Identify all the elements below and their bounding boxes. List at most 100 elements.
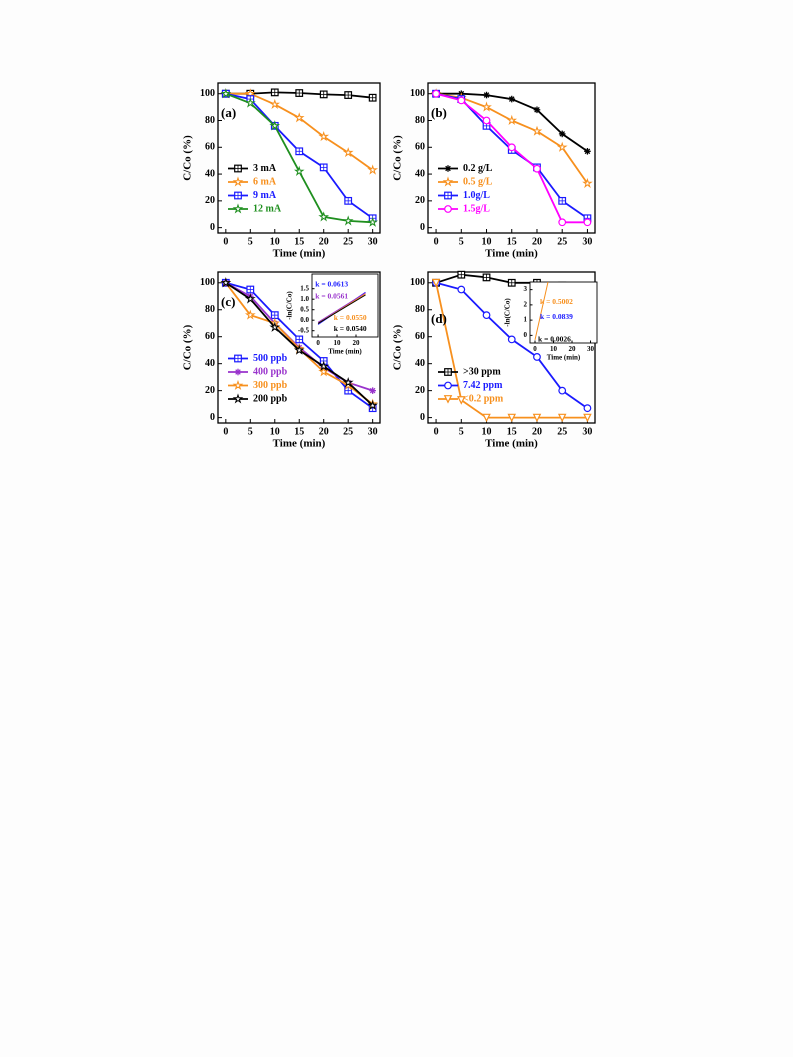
x-tick-label: 10 — [482, 426, 492, 437]
x-tick-label: 30 — [587, 345, 595, 353]
y-tick-label: 100 — [410, 88, 425, 99]
marker-part — [432, 89, 440, 98]
y-tick-label: 40 — [415, 358, 425, 369]
marker-part — [431, 278, 441, 288]
marker — [269, 98, 281, 109]
marker — [507, 413, 517, 423]
marker-part — [507, 143, 516, 152]
marker — [232, 203, 244, 214]
y-tick-label: 100 — [410, 277, 425, 288]
marker-part — [482, 311, 491, 320]
marker — [295, 335, 304, 344]
y-tick-label: -0.5 — [298, 326, 310, 334]
y-axis-label: C/Co (%) — [392, 324, 404, 370]
y-axis-label: C/Co (%) — [182, 135, 194, 181]
marker — [232, 393, 244, 404]
marker-part — [232, 379, 244, 391]
marker — [369, 387, 376, 394]
marker — [270, 88, 279, 97]
panel-label: (c) — [221, 294, 235, 309]
marker — [558, 130, 566, 138]
x-axis-label: Time (min) — [328, 347, 362, 355]
legend-label: <0.2 ppm — [463, 393, 504, 404]
marker-part — [269, 98, 281, 109]
marker-part — [293, 344, 305, 355]
x-tick-label: 0 — [316, 339, 320, 347]
marker — [507, 335, 516, 344]
marker — [483, 91, 490, 99]
marker — [342, 376, 354, 388]
marker — [443, 395, 453, 404]
marker — [232, 379, 244, 391]
legend-label: 0.5 g/L — [463, 176, 493, 187]
marker-part — [342, 379, 354, 390]
x-tick-label: 30 — [582, 426, 592, 437]
legend-label: 1.5g/L — [463, 203, 490, 214]
plot-frame — [217, 82, 381, 234]
y-tick-label: 40 — [205, 168, 215, 179]
y-tick-label: 0.0 — [300, 316, 309, 324]
marker-part — [318, 360, 330, 371]
marker-part — [531, 125, 543, 136]
y-tick-label: 40 — [415, 168, 425, 179]
y-tick-label: 80 — [415, 304, 425, 315]
marker-part — [367, 216, 378, 227]
marker-part — [244, 97, 256, 108]
legend-label: 3 mA — [253, 163, 277, 174]
marker-part — [342, 215, 354, 226]
marker-part — [583, 413, 592, 423]
legend-label: >30 ppm — [463, 366, 501, 377]
legend-label: 500 ppb — [253, 353, 288, 364]
y-axis-label: -ln(C/Co) — [286, 291, 294, 320]
marker — [318, 211, 330, 222]
marker — [508, 95, 516, 103]
x-tick-label: 20 — [532, 236, 542, 247]
panel-label: (a) — [221, 105, 236, 120]
series-line — [534, 282, 549, 341]
x-tick-label: 0 — [223, 426, 228, 437]
annotation: k = 0.0550 — [334, 313, 367, 322]
y-tick-label: 80 — [205, 115, 215, 126]
y-tick-label: 20 — [415, 195, 425, 206]
marker — [246, 285, 255, 294]
x-tick-label: 10 — [270, 426, 280, 437]
x-tick-label: 20 — [353, 339, 361, 347]
x-axis-label: Time (min) — [547, 353, 581, 361]
x-tick-label: 10 — [550, 345, 558, 353]
x-tick-label: 5 — [459, 236, 464, 247]
x-tick-label: 20 — [569, 345, 577, 353]
marker — [482, 273, 491, 282]
y-tick-label: 0 — [210, 412, 215, 423]
x-tick-label: 15 — [507, 236, 517, 247]
legend-label: 12 mA — [253, 203, 282, 214]
marker-part — [232, 393, 244, 404]
marker — [583, 218, 592, 227]
x-tick-label: 30 — [368, 426, 378, 437]
y-axis-label: -ln(C/Co) — [504, 298, 512, 327]
marker-part — [369, 387, 376, 394]
annotation: k = 0.0839 — [540, 312, 573, 321]
marker — [457, 396, 466, 405]
marker — [444, 165, 452, 172]
marker — [482, 116, 491, 125]
marker-part — [583, 404, 592, 413]
marker-part — [557, 413, 567, 423]
marker — [344, 91, 353, 99]
y-axis-label: C/Co (%) — [392, 135, 404, 181]
x-tick-label: 30 — [368, 236, 378, 247]
marker — [533, 164, 541, 173]
marker — [481, 101, 492, 112]
marker-part — [482, 116, 491, 125]
x-tick-label: 25 — [557, 236, 567, 247]
y-tick-label: 80 — [205, 304, 215, 315]
marker — [558, 196, 567, 205]
marker — [318, 130, 330, 142]
x-tick-label: 10 — [270, 236, 280, 247]
marker — [295, 89, 304, 97]
marker-part — [507, 413, 517, 423]
marker-part — [481, 101, 492, 112]
annotation: k = 0.0540 — [334, 324, 367, 333]
x-tick-label: 5 — [248, 426, 253, 437]
annotation: k = 0.0561 — [315, 291, 348, 300]
marker-part — [342, 147, 354, 158]
